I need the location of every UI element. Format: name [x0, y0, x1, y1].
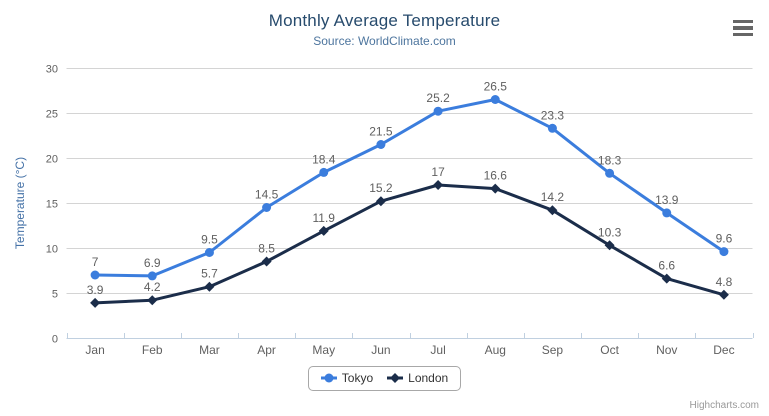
london-point-jun[interactable] [375, 196, 386, 207]
hamburger-menu-icon[interactable] [733, 20, 753, 36]
tokyo-point-sep[interactable] [547, 123, 557, 133]
chart-subtitle: Source: WorldClimate.com [313, 34, 456, 48]
tokyo-point-may-label: 18.4 [312, 152, 336, 166]
london-point-jul[interactable] [433, 180, 444, 190]
x-axis-label: Sep [542, 343, 564, 357]
hamburger-bar [733, 32, 753, 36]
x-axis-label: May [312, 343, 335, 357]
tokyo-point-feb-label: 6.9 [144, 256, 161, 270]
london-point-apr-label: 8.5 [258, 242, 275, 256]
hamburger-bar [733, 26, 753, 30]
y-axis-label: 25 [46, 109, 58, 121]
x-axis-label: Apr [257, 343, 276, 357]
x-axis-label: Oct [600, 343, 619, 357]
tokyo-point-apr[interactable] [262, 203, 272, 212]
credits-link[interactable]: Highcharts.com [689, 400, 759, 411]
london-point-dec-label: 4.8 [716, 275, 733, 289]
y-axis-label: 20 [46, 154, 58, 166]
london-point-may[interactable] [318, 225, 329, 236]
london-point-sep[interactable] [547, 205, 558, 216]
x-axis-label: Dec [713, 343, 734, 357]
london-point-jul-label: 17 [431, 165, 445, 179]
london-series-line[interactable] [93, 183, 726, 305]
hamburger-bar [733, 20, 753, 24]
y-axis-label: 30 [46, 64, 58, 76]
tokyo-point-jun-label: 21.5 [369, 125, 393, 139]
x-axis-label: Feb [142, 343, 163, 357]
tokyo-point-jul[interactable] [433, 106, 443, 116]
x-axis-label: Aug [485, 343, 506, 357]
y-axis-title: Temperature (°C) [13, 156, 27, 250]
tokyo-point-jan-label: 7 [92, 255, 99, 269]
tokyo-point-may[interactable] [319, 167, 329, 177]
london-point-jan[interactable] [90, 297, 101, 308]
london-point-dec[interactable] [718, 289, 729, 300]
legend-label-london: London [408, 371, 449, 385]
london-point-apr[interactable] [261, 256, 272, 267]
tokyo-point-oct[interactable] [605, 168, 615, 178]
london-point-nov-label: 6.6 [658, 259, 675, 273]
london-point-aug-label: 16.6 [484, 169, 508, 183]
legend-marker-tokyo [320, 373, 337, 383]
y-axis-label: 15 [46, 199, 58, 211]
london-point-aug[interactable] [490, 183, 501, 194]
tokyo-point-jan[interactable] [90, 270, 100, 280]
london-point-feb-label: 4.2 [144, 280, 161, 294]
tokyo-point-dec-label: 9.6 [716, 232, 733, 246]
chart-title: Monthly Average Temperature [268, 11, 501, 30]
london-point-oct[interactable] [604, 240, 615, 251]
legend-item-london[interactable]: London [387, 370, 448, 386]
legend-label-tokyo: Tokyo [341, 371, 374, 385]
tokyo-point-feb[interactable] [147, 271, 157, 281]
x-axis-label: Mar [199, 343, 220, 357]
tokyo-point-apr-label: 14.5 [255, 188, 279, 202]
x-axis-label: Jan [85, 343, 104, 357]
tokyo-point-aug[interactable] [490, 95, 500, 104]
london-point-feb[interactable] [147, 295, 158, 306]
y-axis-label: 0 [52, 334, 58, 346]
london-point-sep-label: 14.2 [541, 190, 565, 204]
y-axis-label: 5 [52, 289, 58, 301]
tokyo-point-mar[interactable] [204, 248, 214, 257]
london-point-may-label: 11.9 [313, 211, 336, 225]
tokyo-series-line[interactable] [93, 98, 726, 278]
tokyo-point-mar-label: 9.5 [201, 233, 218, 247]
tokyo-point-sep-label: 23.3 [541, 108, 565, 122]
x-axis-label: Jul [430, 343, 445, 357]
legend-box: Tokyo London [307, 366, 462, 391]
tokyo-point-oct-label: 18.3 [598, 153, 622, 167]
tokyo-point-jun[interactable] [376, 140, 386, 149]
tokyo-point-dec[interactable] [719, 247, 729, 257]
x-axis-label: Jun [371, 343, 390, 357]
x-axis-label: Nov [656, 343, 677, 357]
legend-marker-london [387, 373, 404, 383]
tokyo-point-jul-label: 25.2 [426, 91, 450, 105]
london-point-nov[interactable] [661, 273, 672, 284]
legend: Tokyo London [0, 366, 769, 391]
london-point-mar-label: 5.7 [201, 267, 218, 281]
legend-item-tokyo[interactable]: Tokyo [320, 370, 374, 386]
london-point-jan-label: 3.9 [87, 283, 104, 297]
london-point-oct-label: 10.3 [598, 225, 622, 239]
tokyo-point-aug-label: 26.5 [484, 80, 508, 94]
tokyo-point-nov-label: 13.9 [655, 193, 679, 207]
london-point-mar[interactable] [204, 281, 215, 292]
tokyo-point-nov[interactable] [662, 208, 672, 218]
london-point-jun-label: 15.2 [369, 181, 393, 195]
y-axis-label: 10 [46, 244, 58, 256]
